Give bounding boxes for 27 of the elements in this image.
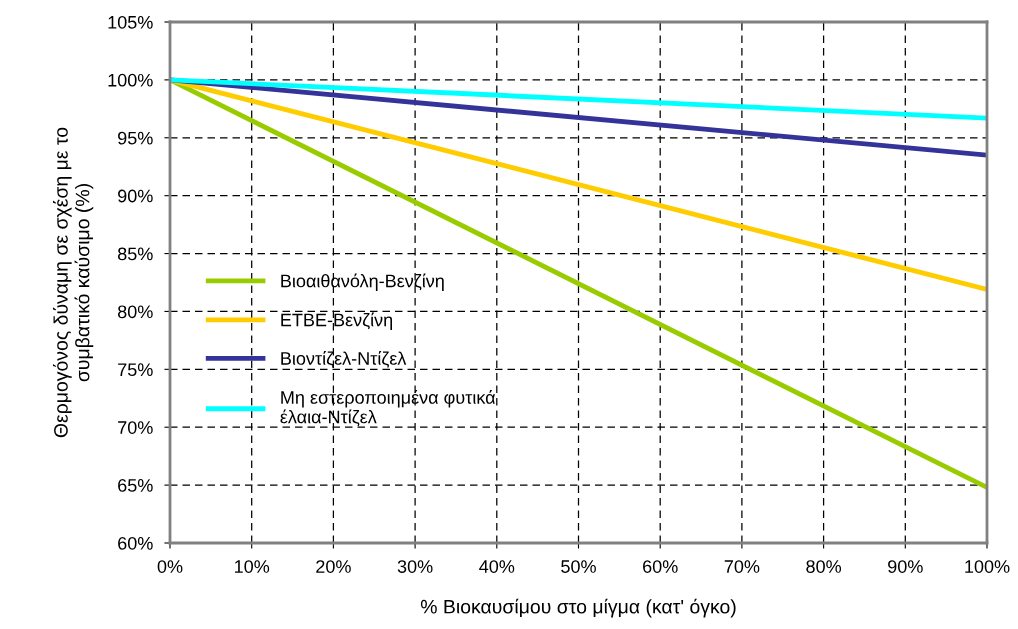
y-tick-label: 90% [118,189,153,203]
legend-label: Βιοαιθανόλη-Βενζίνη [281,273,444,291]
legend-label: ETBE-Βενζίνη [281,312,393,330]
x-tick-label: 70% [724,560,760,573]
y-tick-label: 85% [117,247,153,261]
y-tick-label: 95% [118,131,153,145]
x-tick-label: 0% [157,560,183,573]
y-tick-label: 60% [118,536,153,550]
y-tick-label: 65% [118,479,153,492]
x-tick-label: 20% [316,560,351,573]
x-tick-label: 100% [965,560,1010,573]
y-tick-label: 100% [108,73,153,87]
x-tick-label: 60% [643,560,678,573]
y-tick-label: 105% [108,15,153,29]
legend-label: Μη εστεροποιημένα φυτικά έλαια-Ντίζελ [280,390,496,427]
y-tick-label: 75% [118,363,153,377]
x-tick-label: 80% [806,560,842,573]
x-axis-title: % Βιοκαυσίμου στο μίγμα (κατ' όγκο) [420,598,736,618]
x-tick-label: 40% [479,560,515,573]
x-tick-label: 10% [235,560,270,573]
y-tick-label: 80% [117,305,153,319]
x-tick-label: 50% [561,560,596,573]
x-tick-label: 30% [397,560,433,573]
x-tick-label: 90% [888,560,923,573]
legend-label: Βιοντίζελ-Ντίζελ [281,351,407,368]
y-tick-label: 70% [118,421,153,434]
y-axis-title: Θερμογόνος δύναμη σε σχέση με το συμβατικό καύσιμο (%) [52,127,94,438]
